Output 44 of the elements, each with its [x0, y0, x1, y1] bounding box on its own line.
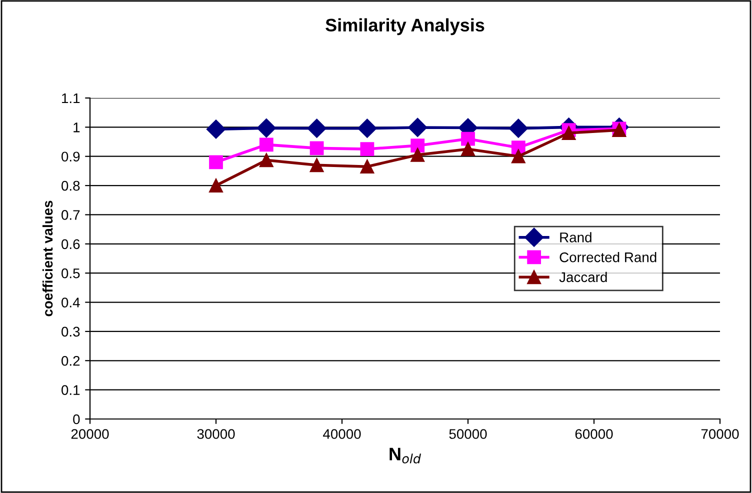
- y-tick-label: 0.9: [62, 152, 80, 162]
- x-tick-label: 50000: [449, 429, 487, 439]
- legend-label: Corrected Rand: [560, 252, 656, 262]
- y-axis-title: coefficient values: [42, 200, 53, 316]
- point: [461, 132, 475, 146]
- x-tick-label: 60000: [575, 429, 613, 439]
- y-tick-label: 0.5: [62, 268, 80, 278]
- legend-label: Jaccard: [559, 272, 607, 282]
- y-tick-label: 0.6: [62, 239, 80, 250]
- y-tick-label: 1: [74, 122, 80, 132]
- point: [408, 118, 428, 138]
- point: [562, 126, 576, 140]
- legend-label: Rand: [560, 232, 592, 242]
- point: [410, 138, 425, 153]
- point: [508, 118, 528, 138]
- point: [206, 120, 226, 139]
- point: [259, 138, 274, 152]
- point: [310, 141, 324, 156]
- point: [307, 118, 326, 138]
- point: [410, 148, 425, 162]
- y-tick-label: 0.4: [62, 298, 80, 308]
- x-tick-label: 30000: [197, 429, 235, 439]
- point: [358, 118, 377, 138]
- y-tick-label: 0.7: [62, 210, 80, 220]
- point: [511, 149, 526, 164]
- y-tick-label: 0.3: [62, 326, 80, 337]
- point: [310, 158, 324, 172]
- chart-title: Similarity Analysis: [326, 18, 484, 36]
- point: [209, 155, 223, 170]
- x-tick-label: 70000: [701, 429, 739, 439]
- y-tick-label: 1.1: [62, 93, 80, 104]
- x-tick-label: 40000: [323, 429, 361, 439]
- point: [209, 178, 223, 192]
- point: [360, 142, 374, 156]
- point: [259, 153, 274, 168]
- point: [256, 118, 276, 138]
- point: [360, 160, 374, 174]
- y-tick-label: 0.8: [62, 180, 80, 191]
- x-axis-title: N$_{old}$: [390, 448, 422, 464]
- point: [461, 142, 475, 156]
- y-tick-label: 0.2: [62, 356, 80, 366]
- y-tick-label: 0: [73, 414, 80, 424]
- x-tick-label: 20000: [71, 429, 109, 439]
- y-tick-label: 0.1: [62, 385, 80, 395]
